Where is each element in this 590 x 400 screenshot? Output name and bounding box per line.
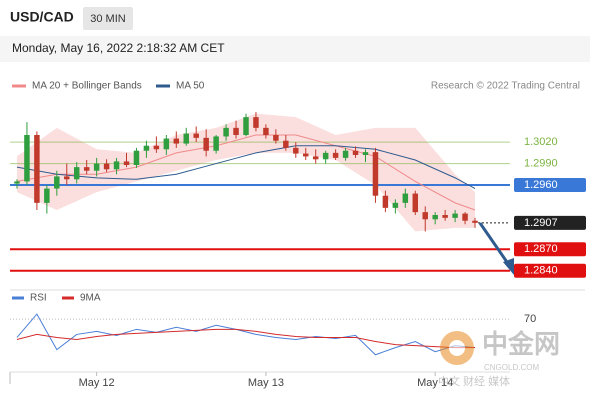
candle-body	[432, 215, 438, 220]
interval[interactable]: 30 MIN	[90, 13, 126, 25]
level-label: 1.2990	[524, 157, 558, 169]
candle-body	[312, 156, 319, 160]
level-label: 1.3020	[524, 136, 558, 148]
candle-body	[213, 136, 219, 151]
ma50-line	[16, 145, 476, 190]
watermark-logo-inner	[449, 340, 465, 356]
candle-body	[372, 152, 379, 196]
candle-body	[293, 147, 299, 154]
candle-body	[392, 202, 399, 208]
candle-body	[382, 195, 389, 208]
watermark-site: CNGOLD.COM	[484, 363, 539, 372]
candle-body	[352, 150, 359, 155]
candle-body	[243, 117, 249, 135]
watermark-name: 中金网	[482, 329, 560, 359]
x-tick-label: May 13	[248, 377, 284, 389]
candle-body	[462, 213, 468, 221]
candle-body	[14, 181, 20, 184]
level-label: 1.2907	[524, 217, 558, 229]
level-label-box	[514, 263, 586, 278]
legend-label: RSI	[30, 293, 47, 304]
watermark-tagline: 中文 财经 媒体	[438, 374, 510, 388]
candle-body	[103, 163, 110, 170]
candle-body	[64, 176, 70, 180]
watermark: 中金网 CNGOLD.COM 中文 财经 媒体	[438, 329, 560, 388]
date-bar	[0, 36, 590, 62]
candle-body	[73, 167, 80, 180]
legend-label: MA 50	[176, 81, 205, 92]
candle-body	[183, 133, 189, 144]
candle-body	[452, 213, 458, 218]
candle-body	[203, 137, 209, 151]
x-tick-label: May 14	[417, 377, 453, 389]
x-tick-label: May 12	[79, 377, 115, 389]
timestamp: Monday, May 16, 2022 2:18:32 AM CET	[12, 41, 225, 55]
candle-body	[223, 127, 229, 137]
candle-body	[253, 117, 259, 128]
candle-body	[193, 133, 199, 138]
symbol: USD/CAD	[10, 9, 74, 25]
level-label: 1.2870	[524, 243, 558, 255]
candle-body	[24, 135, 30, 182]
candle-body	[173, 138, 180, 144]
candle-body	[472, 220, 478, 223]
candle-body	[153, 145, 160, 150]
candle-body	[442, 215, 448, 218]
rsi-tick-label: 70	[524, 313, 536, 325]
candle-body	[93, 163, 100, 171]
candle-body	[263, 127, 269, 135]
candle-body	[44, 188, 50, 203]
rsi-line	[16, 313, 476, 356]
bollinger-band	[16, 113, 476, 232]
level-label-box	[514, 215, 586, 230]
candle-body	[362, 152, 369, 155]
candle-body	[83, 167, 90, 171]
candle-body	[322, 152, 329, 160]
interval-badge[interactable]	[83, 7, 133, 30]
candle-body	[143, 145, 150, 151]
candle-body	[332, 152, 339, 158]
candle-body	[54, 176, 60, 189]
level-label: 1.2960	[524, 179, 558, 191]
candle-body	[123, 161, 130, 165]
candle-body	[163, 138, 170, 150]
candle-body	[422, 212, 428, 220]
candle-body	[133, 150, 140, 165]
candle-body	[402, 193, 409, 203]
level-label-box	[514, 178, 586, 192]
forecast-arrow	[478, 222, 511, 266]
level-label: 1.2840	[524, 265, 558, 277]
legend-label: MA 20 + Bollinger Bands	[32, 81, 142, 92]
legend-label: 9MA	[80, 293, 101, 304]
candle-body	[233, 127, 239, 135]
candle-body	[342, 150, 349, 158]
plot: MA 20 + Bollinger Bands MA 50 1.3020 1.2990…	[10, 81, 586, 389]
candle-body	[273, 135, 279, 141]
rsi-line	[16, 328, 476, 349]
candle-body	[412, 193, 419, 213]
candle-body	[283, 140, 289, 148]
level-label-box	[514, 242, 586, 257]
candle-body	[303, 153, 309, 157]
credit: Research © 2022 Trading Central	[431, 81, 580, 92]
candle-body	[34, 135, 40, 203]
forecast-arrow-head	[503, 258, 514, 275]
candle-body	[113, 161, 120, 170]
